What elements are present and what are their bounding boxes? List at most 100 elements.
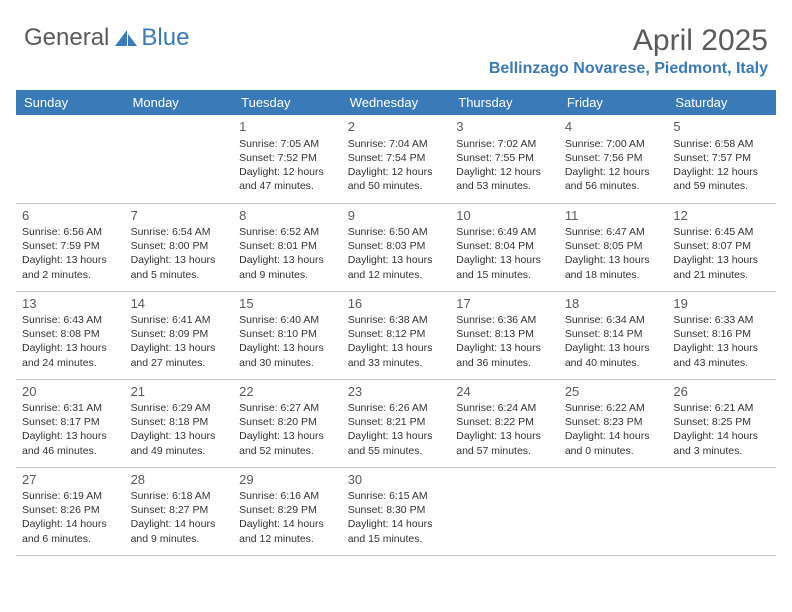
day-sunrise: Sunrise: 6:43 AM [22, 313, 119, 327]
day-number: 3 [456, 118, 553, 136]
day-day1: Daylight: 13 hours [239, 341, 336, 355]
day-day1: Daylight: 14 hours [239, 517, 336, 531]
day-number: 30 [348, 471, 445, 489]
day-sunset: Sunset: 8:05 PM [565, 239, 662, 253]
day-day1: Daylight: 13 hours [22, 341, 119, 355]
day-sunset: Sunset: 8:07 PM [673, 239, 770, 253]
calendar-empty-cell [450, 467, 559, 555]
weekday-header: Wednesday [342, 90, 451, 115]
calendar-day-cell: 20Sunrise: 6:31 AMSunset: 8:17 PMDayligh… [16, 379, 125, 467]
day-sunrise: Sunrise: 6:36 AM [456, 313, 553, 327]
calendar-week-row: 13Sunrise: 6:43 AMSunset: 8:08 PMDayligh… [16, 291, 776, 379]
day-sunset: Sunset: 8:14 PM [565, 327, 662, 341]
day-day1: Daylight: 12 hours [673, 165, 770, 179]
day-sunrise: Sunrise: 6:15 AM [348, 489, 445, 503]
day-day2: and 59 minutes. [673, 179, 770, 193]
title-block: April 2025 Bellinzago Novarese, Piedmont… [489, 24, 768, 78]
day-number: 29 [239, 471, 336, 489]
day-day2: and 30 minutes. [239, 356, 336, 370]
calendar-day-cell: 4Sunrise: 7:00 AMSunset: 7:56 PMDaylight… [559, 115, 668, 203]
day-day2: and 18 minutes. [565, 268, 662, 282]
day-number: 8 [239, 207, 336, 225]
calendar-body: 1Sunrise: 7:05 AMSunset: 7:52 PMDaylight… [16, 115, 776, 555]
day-number: 19 [673, 295, 770, 313]
weekday-header: Saturday [667, 90, 776, 115]
day-day1: Daylight: 14 hours [565, 429, 662, 443]
day-day2: and 52 minutes. [239, 444, 336, 458]
calendar-week-row: 6Sunrise: 6:56 AMSunset: 7:59 PMDaylight… [16, 203, 776, 291]
day-day2: and 55 minutes. [348, 444, 445, 458]
day-sunrise: Sunrise: 7:02 AM [456, 137, 553, 151]
day-day2: and 56 minutes. [565, 179, 662, 193]
calendar-day-cell: 16Sunrise: 6:38 AMSunset: 8:12 PMDayligh… [342, 291, 451, 379]
day-sunset: Sunset: 8:04 PM [456, 239, 553, 253]
day-day2: and 21 minutes. [673, 268, 770, 282]
day-day2: and 40 minutes. [565, 356, 662, 370]
day-number: 14 [131, 295, 228, 313]
day-sunset: Sunset: 8:09 PM [131, 327, 228, 341]
day-number: 18 [565, 295, 662, 313]
day-sunrise: Sunrise: 6:47 AM [565, 225, 662, 239]
day-sunset: Sunset: 7:55 PM [456, 151, 553, 165]
day-sunrise: Sunrise: 6:33 AM [673, 313, 770, 327]
day-day2: and 9 minutes. [239, 268, 336, 282]
day-sunrise: Sunrise: 6:24 AM [456, 401, 553, 415]
day-day1: Daylight: 12 hours [239, 165, 336, 179]
day-day2: and 0 minutes. [565, 444, 662, 458]
day-sunrise: Sunrise: 6:26 AM [348, 401, 445, 415]
day-day1: Daylight: 14 hours [673, 429, 770, 443]
calendar-day-cell: 21Sunrise: 6:29 AMSunset: 8:18 PMDayligh… [125, 379, 234, 467]
day-day2: and 53 minutes. [456, 179, 553, 193]
day-number: 4 [565, 118, 662, 136]
day-number: 17 [456, 295, 553, 313]
day-sunrise: Sunrise: 6:31 AM [22, 401, 119, 415]
day-day1: Daylight: 13 hours [239, 429, 336, 443]
day-number: 27 [22, 471, 119, 489]
day-number: 7 [131, 207, 228, 225]
day-day1: Daylight: 13 hours [565, 341, 662, 355]
day-sunset: Sunset: 8:03 PM [348, 239, 445, 253]
calendar-thead: SundayMondayTuesdayWednesdayThursdayFrid… [16, 90, 776, 115]
day-day2: and 15 minutes. [456, 268, 553, 282]
brand-part1: General [24, 24, 109, 52]
calendar-day-cell: 2Sunrise: 7:04 AMSunset: 7:54 PMDaylight… [342, 115, 451, 203]
day-sunset: Sunset: 7:56 PM [565, 151, 662, 165]
day-sunrise: Sunrise: 6:49 AM [456, 225, 553, 239]
weekday-header: Sunday [16, 90, 125, 115]
day-sunset: Sunset: 7:59 PM [22, 239, 119, 253]
day-sunset: Sunset: 8:16 PM [673, 327, 770, 341]
calendar-day-cell: 24Sunrise: 6:24 AMSunset: 8:22 PMDayligh… [450, 379, 559, 467]
day-day1: Daylight: 13 hours [239, 253, 336, 267]
day-day1: Daylight: 12 hours [348, 165, 445, 179]
weekday-header: Monday [125, 90, 234, 115]
day-sunrise: Sunrise: 7:05 AM [239, 137, 336, 151]
day-day2: and 46 minutes. [22, 444, 119, 458]
day-number: 11 [565, 207, 662, 225]
day-number: 26 [673, 383, 770, 401]
day-sunset: Sunset: 8:13 PM [456, 327, 553, 341]
day-sunset: Sunset: 7:54 PM [348, 151, 445, 165]
calendar-empty-cell [16, 115, 125, 203]
calendar-day-cell: 8Sunrise: 6:52 AMSunset: 8:01 PMDaylight… [233, 203, 342, 291]
calendar-empty-cell [559, 467, 668, 555]
day-sunrise: Sunrise: 6:56 AM [22, 225, 119, 239]
calendar-day-cell: 28Sunrise: 6:18 AMSunset: 8:27 PMDayligh… [125, 467, 234, 555]
day-number: 22 [239, 383, 336, 401]
day-number: 13 [22, 295, 119, 313]
day-day1: Daylight: 13 hours [22, 253, 119, 267]
day-number: 21 [131, 383, 228, 401]
day-day1: Daylight: 13 hours [456, 429, 553, 443]
calendar-day-cell: 22Sunrise: 6:27 AMSunset: 8:20 PMDayligh… [233, 379, 342, 467]
calendar-empty-cell [125, 115, 234, 203]
calendar-day-cell: 7Sunrise: 6:54 AMSunset: 8:00 PMDaylight… [125, 203, 234, 291]
day-day2: and 36 minutes. [456, 356, 553, 370]
calendar-day-cell: 15Sunrise: 6:40 AMSunset: 8:10 PMDayligh… [233, 291, 342, 379]
calendar-day-cell: 19Sunrise: 6:33 AMSunset: 8:16 PMDayligh… [667, 291, 776, 379]
calendar-empty-cell [667, 467, 776, 555]
day-sunset: Sunset: 8:25 PM [673, 415, 770, 429]
day-day2: and 57 minutes. [456, 444, 553, 458]
day-sunrise: Sunrise: 6:52 AM [239, 225, 336, 239]
calendar-day-cell: 14Sunrise: 6:41 AMSunset: 8:09 PMDayligh… [125, 291, 234, 379]
day-sunset: Sunset: 8:12 PM [348, 327, 445, 341]
day-number: 25 [565, 383, 662, 401]
